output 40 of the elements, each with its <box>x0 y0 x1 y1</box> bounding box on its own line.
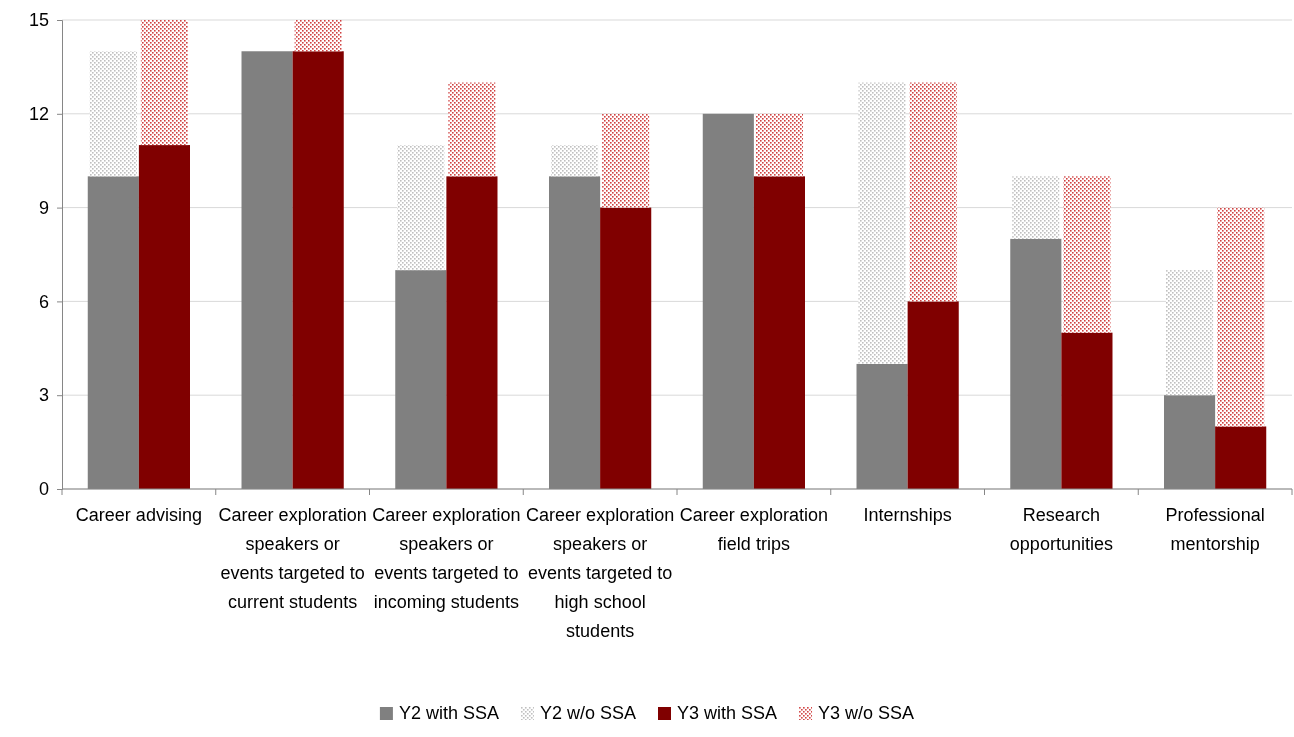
bar <box>1215 426 1267 489</box>
bar <box>138 145 190 489</box>
bar <box>1217 207 1265 427</box>
bar <box>294 20 342 52</box>
bar <box>446 176 498 489</box>
legend-label: Y3 w/o SSA <box>818 703 915 723</box>
legend-label: Y3 with SSA <box>677 703 778 723</box>
bar <box>397 145 445 271</box>
y-tick-label: 0 <box>38 479 49 500</box>
bar <box>1061 332 1113 489</box>
x-tick-label: Career advising <box>75 505 202 525</box>
bar <box>292 51 344 489</box>
y-tick-label: 3 <box>38 385 49 406</box>
x-tick-label: Research opportunities <box>1009 505 1113 554</box>
bar <box>448 82 496 177</box>
bar <box>1063 176 1111 333</box>
bar <box>909 82 957 302</box>
x-tick-label: Professional mentorship <box>1165 505 1265 554</box>
bar <box>907 301 959 489</box>
bar <box>140 20 188 146</box>
bar <box>551 145 599 177</box>
x-tick-label: Career exploration speakers or events targeted to incoming students <box>372 505 521 612</box>
legend-label: Y2 w/o SSA <box>539 703 636 723</box>
y-tick-label: 12 <box>28 104 49 125</box>
bar <box>1166 270 1214 396</box>
bar <box>602 113 650 208</box>
legend-label: Y2 with SSA <box>398 703 499 723</box>
y-tick-label: 6 <box>38 291 49 312</box>
bar <box>755 113 803 177</box>
x-tick-label: Career exploration speakers or events targeted to current students <box>218 505 367 612</box>
bar <box>753 176 805 489</box>
bar <box>600 207 652 489</box>
y-tick-label: 9 <box>38 197 49 218</box>
x-tick-label: Career exploration field trips <box>679 505 828 554</box>
y-tick-label: 15 <box>28 10 49 31</box>
bar <box>1012 176 1060 239</box>
x-tick-label: Internships <box>863 505 952 525</box>
x-tick-label: Career exploration speakers or events targeted to high school students <box>526 505 675 641</box>
bar <box>858 82 906 364</box>
bar <box>89 51 137 177</box>
